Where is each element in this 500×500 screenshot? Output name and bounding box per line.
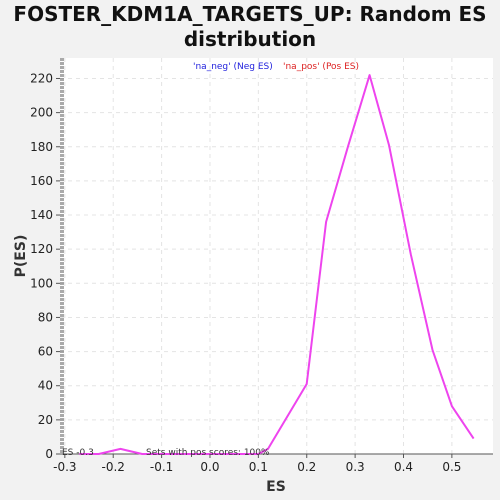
y-ticks: 0 20 40 60 80 100 120 140 160 180 200 220 <box>30 71 60 461</box>
grid-lines <box>60 58 493 454</box>
axes <box>60 58 493 455</box>
y-tick-label: 0 <box>45 447 53 461</box>
y-tick-label: 40 <box>38 379 53 393</box>
chart-title-line-1: FOSTER_KDM1A_TARGETS_UP: Random ES <box>13 2 487 26</box>
plot-area <box>60 58 493 454</box>
y-tick-label: 20 <box>38 413 53 427</box>
y-tick-label: 220 <box>30 71 53 85</box>
y-tick-label: 60 <box>38 345 53 359</box>
legend-pos: 'na_pos' (Pos ES) <box>283 62 359 72</box>
x-tick-label: 0.2 <box>297 460 316 474</box>
annotation-left: ES -0.3 <box>62 448 94 458</box>
series-layer <box>79 74 475 455</box>
legend-neg: 'na_neg' (Neg ES) <box>193 62 273 72</box>
y-tick-label: 120 <box>30 242 53 256</box>
annotation-center: Sets with pos scores: 100% <box>146 448 270 458</box>
chart-title: FOSTER_KDM1A_TARGETS_UP: Random ES distr… <box>0 2 500 52</box>
x-tick-label: 0.5 <box>442 460 461 474</box>
x-tick-label: 0.0 <box>200 460 219 474</box>
x-tick-label: -0.1 <box>150 460 173 474</box>
y-tick-label: 160 <box>30 174 53 188</box>
x-axis-label: ES <box>266 479 286 495</box>
x-tick-label: 0.3 <box>346 460 365 474</box>
y-tick-label: 100 <box>30 276 53 290</box>
y-tick-label: 180 <box>30 140 53 154</box>
x-ticks: -0.3 -0.2 -0.1 0.0 0.1 0.2 0.3 0.4 0.5 <box>53 454 461 474</box>
y-tick-label: 200 <box>30 106 53 120</box>
x-tick-label: 0.1 <box>249 460 268 474</box>
y-tick-label: 140 <box>30 208 53 222</box>
y-tick-label: 80 <box>38 310 53 324</box>
x-tick-label: -0.2 <box>102 460 125 474</box>
y-axis-label: P(ES) <box>13 235 29 278</box>
series-line <box>79 74 475 455</box>
x-tick-label: 0.4 <box>394 460 413 474</box>
chart-title-line-2: distribution <box>183 27 317 51</box>
x-tick-label: -0.3 <box>53 460 76 474</box>
